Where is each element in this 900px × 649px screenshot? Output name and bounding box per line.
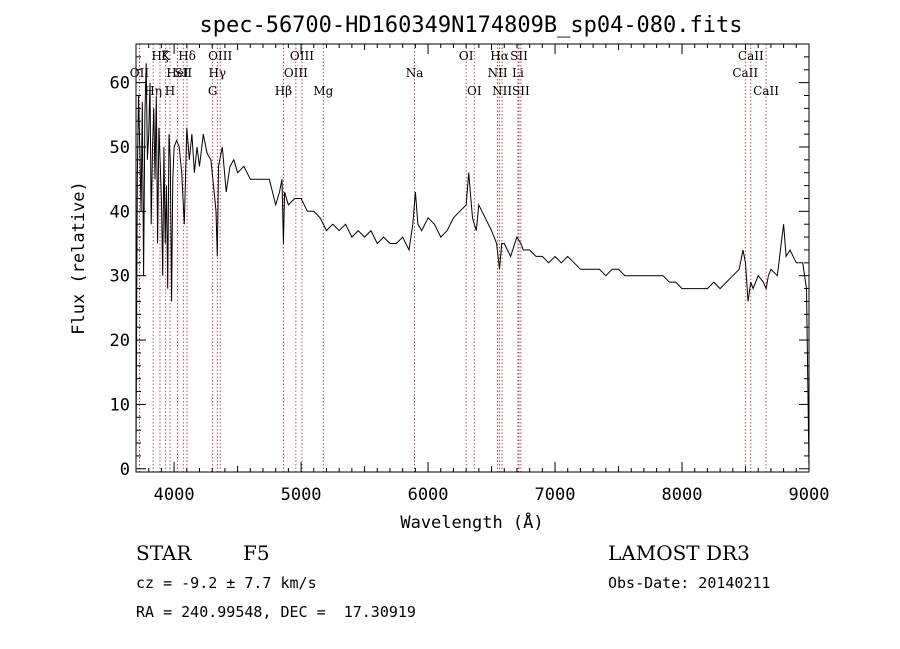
x-tick-label: 6000 [408, 485, 449, 505]
x-axis-label: Wavelength (Å) [400, 511, 543, 533]
line-marker-label: SII [174, 66, 192, 80]
y-tick-label: 60 [110, 74, 130, 94]
spectrum-line [135, 63, 810, 469]
line-marker-label: Hη [144, 84, 162, 98]
line-marker-label: Hβ [275, 84, 292, 98]
x-tick-label: 5000 [281, 485, 322, 505]
x-tick-label: 9000 [789, 485, 830, 505]
y-tick-label: 40 [110, 202, 130, 222]
line-marker-label: OIII [284, 66, 308, 80]
line-marker-label: NII [488, 66, 508, 80]
plot-frame [135, 43, 810, 473]
line-marker-label: Hγ [208, 66, 226, 80]
y-tick-label: 30 [110, 267, 130, 287]
line-marker-labels: OIIHηHζKHHeISIIHδGHγOIIIHβOIIIOIIIMgNaOI… [130, 49, 779, 98]
line-marker-label: SII [510, 49, 528, 63]
y-tick-label: 0 [120, 460, 130, 480]
line-marker-label: OII [130, 66, 150, 80]
line-marker-label: OIII [208, 49, 232, 63]
line-marker-label: OIII [290, 49, 314, 63]
line-marker-label: HeI [166, 66, 189, 80]
survey-name: LAMOST DR3 [608, 541, 750, 565]
y-tick-label: 20 [110, 331, 130, 351]
line-marker-label: K [161, 49, 171, 63]
object-class: STAR [136, 541, 192, 565]
line-marker-label: Hδ [178, 49, 196, 63]
y-tick-label: 50 [110, 138, 130, 158]
line-marker-label: OI [467, 84, 482, 98]
line-marker-label: Mg [313, 84, 333, 98]
redshift-text: cz = -9.2 ± 7.7 km/s [136, 574, 317, 592]
x-axis-ticks: 4000 5000 6000 7000 8000 9000 [135, 44, 830, 505]
x-tick-label: 7000 [535, 485, 576, 505]
obs-date: Obs-Date: 20140211 [608, 574, 771, 592]
x-tick-label: 8000 [662, 485, 703, 505]
line-marker-label: NII [492, 84, 512, 98]
object-subclass: F5 [243, 541, 270, 565]
line-marker-label: OI [459, 49, 474, 63]
line-marker-label: Na [406, 66, 424, 80]
coordinates: RA = 240.99548, DEC = 17.30919 [136, 603, 416, 621]
line-marker-label: CaII [732, 66, 758, 80]
line-marker-label: H [165, 84, 175, 98]
x-tick-label: 4000 [154, 485, 195, 505]
y-axis-ticks: 0 10 20 30 40 50 60 [110, 56, 809, 480]
line-markers [139, 44, 767, 472]
line-marker-label: CaII [753, 84, 779, 98]
line-marker-label: G [208, 84, 218, 98]
line-marker-label: Hζ [152, 49, 169, 63]
line-marker-label: CaII [738, 49, 764, 63]
line-marker-label: Hα [490, 49, 509, 63]
y-axis-label: Flux (relative) [69, 181, 89, 335]
chart-title: spec-56700-HD160349N174809B_sp04-080.fit… [199, 13, 742, 38]
line-marker-label: SII [512, 84, 530, 98]
y-tick-label: 10 [110, 395, 130, 415]
line-marker-label: Li [512, 66, 524, 80]
